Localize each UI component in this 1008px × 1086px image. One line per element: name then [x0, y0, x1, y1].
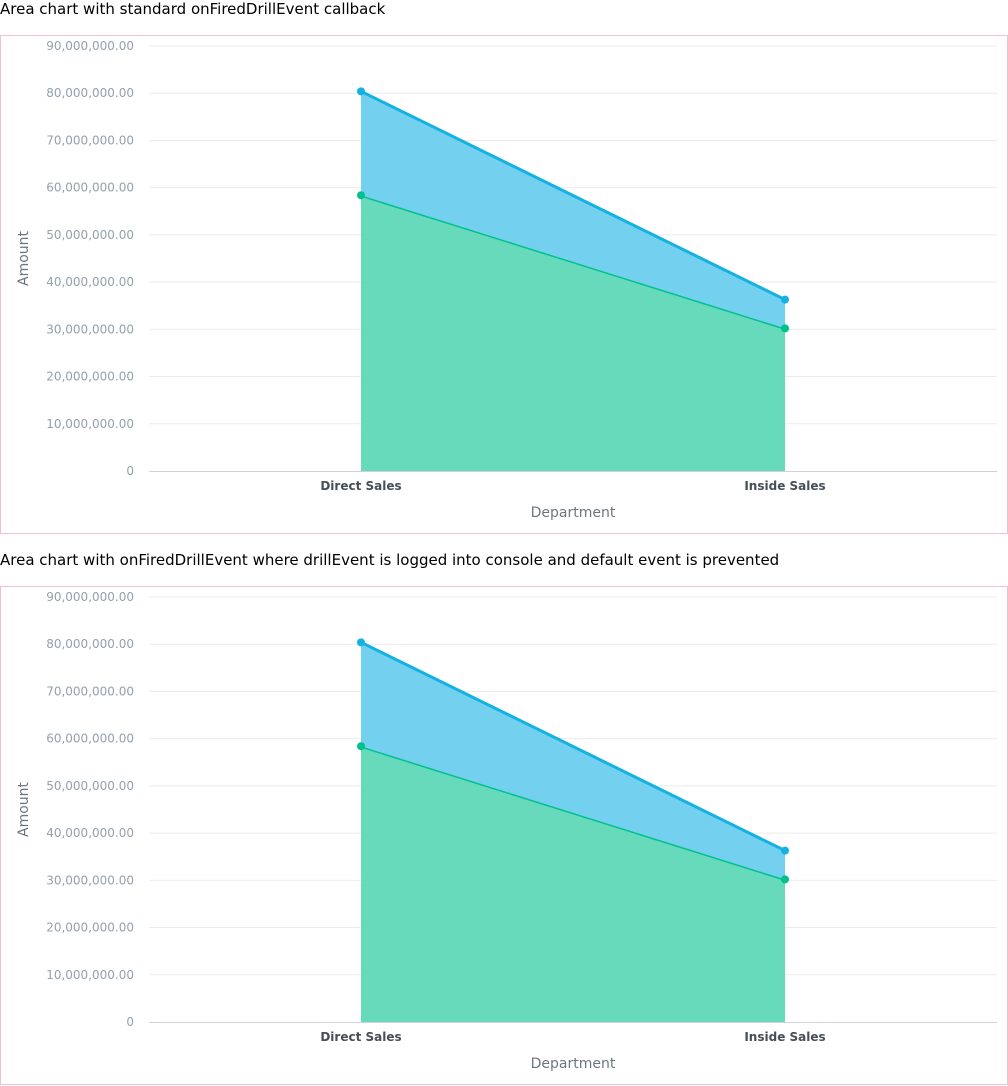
x-category-label: Inside Sales — [744, 1030, 825, 1044]
y-tick-label: 50,000,000.00 — [46, 779, 134, 793]
chart-2-area-chart[interactable]: 0 10,000,000.00 20,000,000.00 30,000,000.00… — [1, 587, 1007, 1084]
y-tick-label: 70,000,000.00 — [46, 684, 134, 698]
y-tick-label: 90,000,000.00 — [46, 39, 134, 53]
y-axis-title: Amount — [16, 781, 32, 837]
y-tick-label: 30,000,000.00 — [46, 322, 134, 336]
chart-2-heading: Area chart with onFiredDrillEvent where … — [0, 551, 780, 569]
series-2-point[interactable] — [357, 638, 365, 647]
series-2-area — [361, 91, 785, 329]
series-1-point[interactable] — [781, 324, 789, 333]
series-2-point[interactable] — [357, 87, 365, 96]
y-tick-label: 40,000,000.00 — [46, 275, 134, 289]
series-2-area — [361, 642, 785, 880]
x-axis-title: Department — [531, 505, 616, 521]
y-tick-label: 0 — [126, 1015, 134, 1029]
y-tick-label: 70,000,000.00 — [46, 133, 134, 147]
series-1-area — [361, 746, 785, 1022]
y-tick-label: 80,000,000.00 — [46, 86, 134, 100]
series-2-line — [360, 89, 786, 301]
chart-1-heading: Area chart with standard onFiredDrillEve… — [0, 0, 386, 18]
x-category-label: Inside Sales — [744, 479, 825, 493]
x-category-label: Direct Sales — [320, 479, 401, 493]
y-tick-label: 0 — [126, 464, 134, 478]
x-category-label: Direct Sales — [320, 1030, 401, 1044]
y-tick-label: 40,000,000.00 — [46, 826, 134, 840]
y-tick-label: 30,000,000.00 — [46, 873, 134, 887]
series-1-area — [361, 195, 785, 471]
y-tick-label: 60,000,000.00 — [46, 732, 134, 746]
y-tick-label: 90,000,000.00 — [46, 590, 134, 604]
series-2-line — [360, 640, 786, 852]
y-tick-label: 10,000,000.00 — [46, 417, 134, 431]
series-2-point[interactable] — [781, 295, 789, 304]
series-1-point[interactable] — [781, 875, 789, 884]
y-axis-title: Amount — [16, 230, 32, 286]
series-1-point[interactable] — [357, 191, 365, 200]
y-tick-label: 20,000,000.00 — [46, 370, 134, 384]
chart-1-container: 0 10,000,000.00 20,000,000.00 30,000,000.00… — [0, 35, 1008, 534]
y-tick-label: 20,000,000.00 — [46, 921, 134, 935]
y-tick-label: 10,000,000.00 — [46, 968, 134, 982]
series-1-point[interactable] — [357, 742, 365, 751]
x-axis-title: Department — [531, 1056, 616, 1072]
series-2-point[interactable] — [781, 846, 789, 855]
y-tick-label: 50,000,000.00 — [46, 228, 134, 242]
y-tick-label: 60,000,000.00 — [46, 181, 134, 195]
y-tick-label: 80,000,000.00 — [46, 637, 134, 651]
chart-1-area-chart[interactable]: 0 10,000,000.00 20,000,000.00 30,000,000.00… — [1, 36, 1007, 533]
chart-2-container: 0 10,000,000.00 20,000,000.00 30,000,000.00… — [0, 586, 1008, 1085]
